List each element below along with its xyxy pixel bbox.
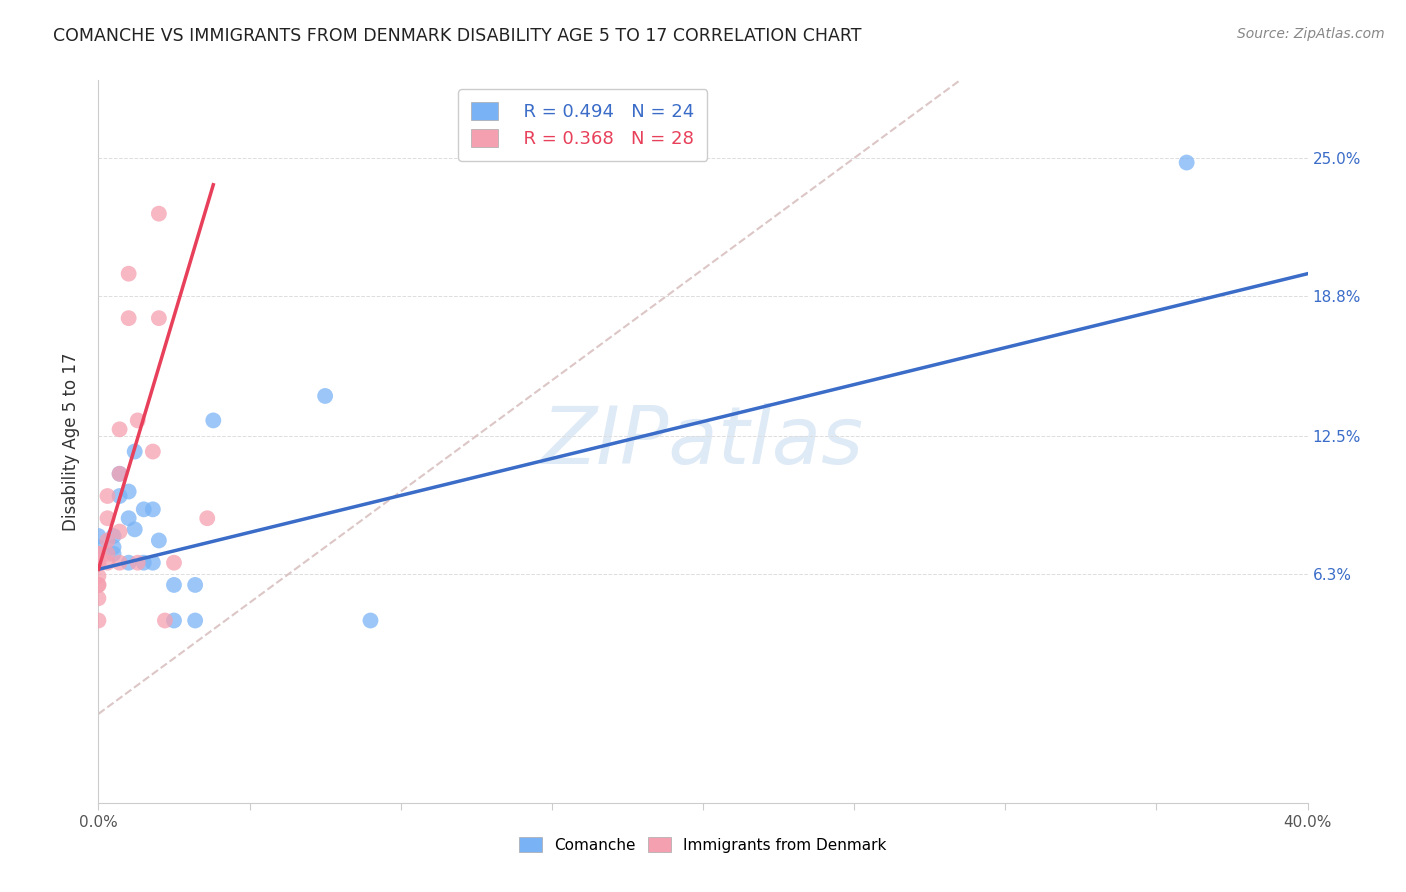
Point xyxy=(96,547,118,561)
Point xyxy=(195,511,218,525)
Point xyxy=(103,529,125,543)
Point xyxy=(1175,155,1198,169)
Point xyxy=(142,502,165,516)
Point xyxy=(87,540,110,554)
Point xyxy=(127,556,149,570)
Point xyxy=(87,578,110,592)
Point xyxy=(87,556,110,570)
Point xyxy=(87,591,110,606)
Point xyxy=(202,413,225,427)
Legend: Comanche, Immigrants from Denmark: Comanche, Immigrants from Denmark xyxy=(512,829,894,860)
Point xyxy=(96,511,118,525)
Point xyxy=(87,614,110,628)
Point xyxy=(108,524,131,539)
Point xyxy=(118,267,141,281)
Point xyxy=(108,467,131,481)
Point xyxy=(163,614,186,628)
Point xyxy=(96,489,118,503)
Point xyxy=(184,614,207,628)
Point xyxy=(96,556,118,570)
Point xyxy=(142,556,165,570)
Point xyxy=(118,511,141,525)
Point xyxy=(124,444,146,458)
Y-axis label: Disability Age 5 to 17: Disability Age 5 to 17 xyxy=(62,352,80,531)
Point xyxy=(87,529,110,543)
Text: COMANCHE VS IMMIGRANTS FROM DENMARK DISABILITY AGE 5 TO 17 CORRELATION CHART: COMANCHE VS IMMIGRANTS FROM DENMARK DISA… xyxy=(53,27,862,45)
Point xyxy=(360,614,382,628)
Point xyxy=(148,311,170,326)
Point xyxy=(163,578,186,592)
Point xyxy=(108,489,131,503)
Point xyxy=(184,578,207,592)
Point xyxy=(132,556,155,570)
Point xyxy=(124,522,146,536)
Point xyxy=(87,578,110,592)
Point xyxy=(108,556,131,570)
Point xyxy=(108,467,131,481)
Point xyxy=(118,311,141,326)
Point xyxy=(118,484,141,499)
Point xyxy=(148,533,170,548)
Point xyxy=(87,556,110,570)
Point xyxy=(87,547,110,561)
Point xyxy=(108,422,131,436)
Point xyxy=(87,547,110,561)
Point xyxy=(118,556,141,570)
Point xyxy=(132,502,155,516)
Point xyxy=(163,556,186,570)
Point xyxy=(142,444,165,458)
Text: ZIPatlas: ZIPatlas xyxy=(541,402,865,481)
Point xyxy=(127,413,149,427)
Text: Source: ZipAtlas.com: Source: ZipAtlas.com xyxy=(1237,27,1385,41)
Point xyxy=(96,533,118,548)
Point xyxy=(87,569,110,583)
Point xyxy=(314,389,336,403)
Point xyxy=(103,540,125,554)
Point xyxy=(153,614,176,628)
Point xyxy=(148,207,170,221)
Point xyxy=(103,547,125,561)
